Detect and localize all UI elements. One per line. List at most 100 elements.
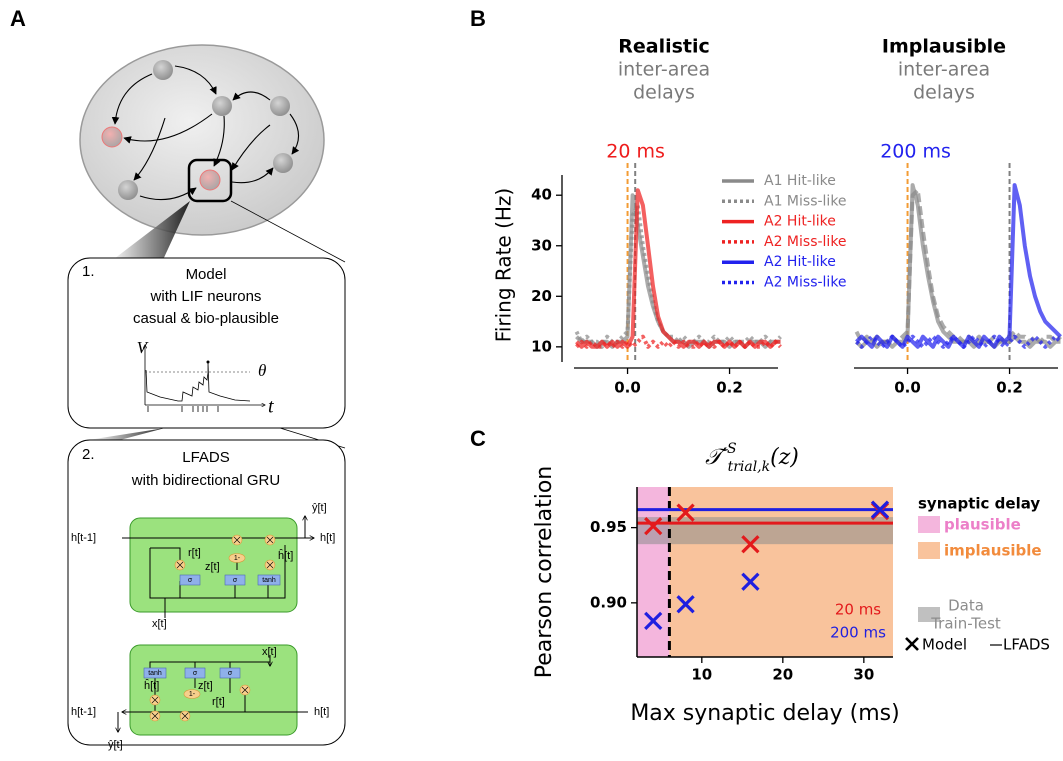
gate-label: σ xyxy=(228,670,233,677)
series-line xyxy=(855,183,1062,349)
model-point xyxy=(741,535,760,554)
axis-symbol: t xyxy=(268,396,274,418)
legend-label: LFADS xyxy=(1003,636,1050,654)
legend-label: Model xyxy=(922,636,967,654)
gru-label: h[t] xyxy=(314,706,329,718)
gru-label: z[t] xyxy=(198,680,213,692)
zoom-box xyxy=(187,158,233,203)
model-point xyxy=(644,611,663,631)
legend-label: A2 Hit-like xyxy=(764,254,836,270)
legend-label: A2 Miss-like xyxy=(764,275,847,291)
legend-swatch xyxy=(918,607,940,622)
series-label: 20 ms xyxy=(835,601,881,619)
model-point xyxy=(870,500,890,519)
series-line xyxy=(575,334,782,349)
region xyxy=(637,487,670,657)
title-base: 𝒯′ xyxy=(705,445,729,470)
model-point xyxy=(644,516,663,536)
y-tick-label: 10 xyxy=(531,337,552,355)
x-tick-label: 10 xyxy=(691,666,712,684)
chart-subtitle: delays xyxy=(633,82,695,104)
title-sub: trial,k xyxy=(728,459,771,475)
x-tick-label: 0.0 xyxy=(614,379,641,397)
box-text: LFADS xyxy=(182,449,230,466)
legend-label: Data xyxy=(948,597,984,615)
y-tick-label: 30 xyxy=(531,236,552,254)
gru-label: ŷ[t] xyxy=(312,502,327,514)
axis-symbol: V xyxy=(137,338,150,357)
legend-swatch xyxy=(918,516,940,533)
neuron-active xyxy=(199,169,221,191)
chart-title: Implausible xyxy=(882,36,1006,58)
threshold-symbol: θ xyxy=(258,361,266,380)
legend-label: implausible xyxy=(944,542,1042,560)
zoom-shade xyxy=(88,428,165,440)
gru-label: r[t] xyxy=(188,547,201,559)
box-text: with bidirectional GRU xyxy=(131,472,280,489)
neuron xyxy=(273,153,293,173)
panel-a: A 1. Model with LIF neurons casual & bio… xyxy=(10,6,346,751)
gate-label: tanh xyxy=(148,670,162,677)
legend-label: plausible xyxy=(944,516,1021,534)
series-line xyxy=(575,188,781,349)
gru-label: z[t] xyxy=(205,561,220,573)
lif-plot xyxy=(145,345,265,412)
gru-label: h[t-1] xyxy=(71,706,96,718)
gate-label: tanh xyxy=(262,577,276,584)
gru-label: x[t] xyxy=(152,618,167,630)
x-tick-label: 0.0 xyxy=(894,379,921,397)
panel-label: A xyxy=(10,6,26,31)
title-arg: (z) xyxy=(770,445,799,470)
gru-label: x[t] xyxy=(262,646,277,658)
y-tick-label: 20 xyxy=(531,287,552,305)
model-point xyxy=(741,572,760,591)
y-axis-label: Firing Rate (Hz) xyxy=(492,188,516,342)
x-tick-label: 0.2 xyxy=(996,379,1023,397)
model-box xyxy=(67,257,346,429)
series-line xyxy=(574,203,782,349)
box-text: with LIF neurons xyxy=(150,288,262,305)
x-tick-label: 20 xyxy=(772,666,793,684)
series-line xyxy=(575,193,781,349)
gate-label: 1- xyxy=(234,555,241,562)
y-tick-label: 0.95 xyxy=(590,518,627,536)
gru-label: ĥ[t] xyxy=(278,549,293,562)
legend-label: Train-Test xyxy=(930,615,1001,633)
gru-label: r[t] xyxy=(212,696,225,708)
legend-label: A1 Hit-like xyxy=(764,173,836,189)
legend-label: A2 Miss-like xyxy=(764,234,847,250)
annotation: 200 ms xyxy=(880,141,951,163)
gate-label: σ xyxy=(188,577,193,584)
annotation: 20 ms xyxy=(606,141,665,163)
chart-subtitle: delays xyxy=(913,82,975,104)
zoom-line xyxy=(230,200,346,263)
neuron-active xyxy=(101,126,123,148)
chart-subtitle: inter-area xyxy=(618,59,710,81)
x-axis-label: Max synaptic delay (ms) xyxy=(630,701,899,726)
legend-label: A2 Hit-like xyxy=(764,214,836,230)
gate-label: σ xyxy=(193,670,198,677)
box-number: 1. xyxy=(82,263,95,280)
model-point xyxy=(676,595,695,614)
title-sup: S xyxy=(727,441,737,457)
chart-title: 𝒯′S trial,k(z) xyxy=(705,441,799,475)
legend-title: synaptic delay xyxy=(918,495,1040,513)
neuron xyxy=(212,96,232,116)
box-text: Model xyxy=(186,266,227,283)
gru-label: ĥ[t] xyxy=(144,679,159,692)
gru-label: ŷ[t] xyxy=(108,739,123,751)
y-axis-label: Pearson correlation xyxy=(532,466,557,678)
gru-backward xyxy=(118,644,308,736)
x-tick-label: 0.2 xyxy=(716,379,743,397)
box-text: casual & bio-plausible xyxy=(133,310,279,327)
box-number: 2. xyxy=(82,446,95,463)
panel-label: B xyxy=(470,6,486,31)
data-band xyxy=(637,517,893,545)
network-ellipse xyxy=(79,44,325,236)
y-tick-label: 0.90 xyxy=(590,593,627,611)
chart-subtitle: inter-area xyxy=(898,59,990,81)
y-tick-label: 40 xyxy=(531,186,552,204)
legend-swatch xyxy=(918,542,940,559)
neuron xyxy=(153,60,173,80)
